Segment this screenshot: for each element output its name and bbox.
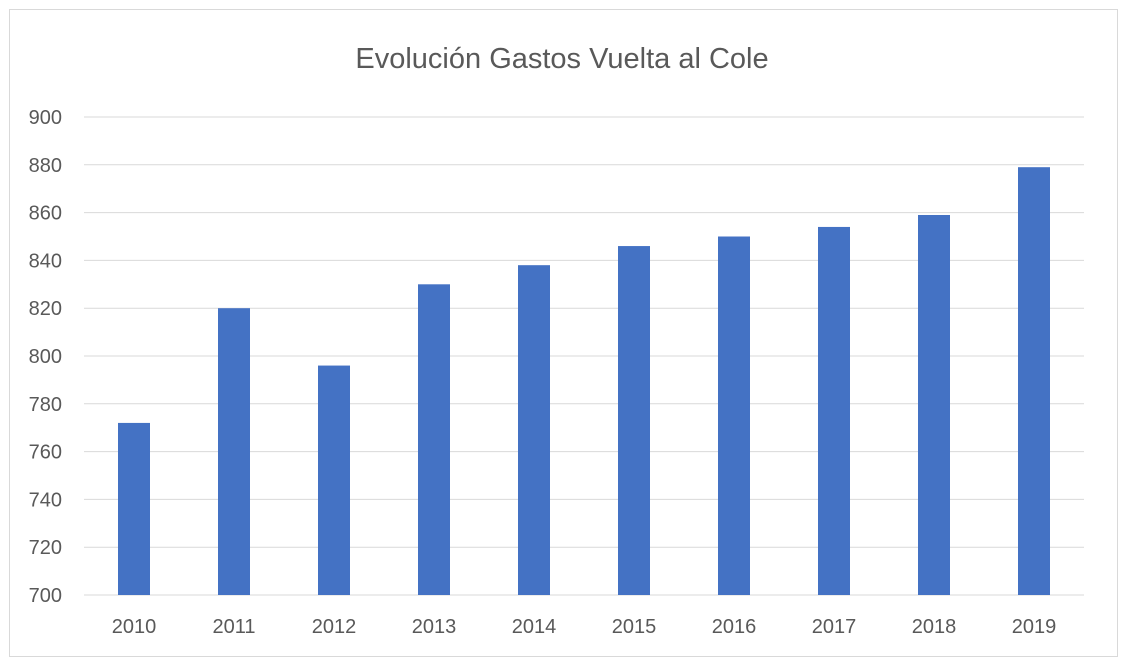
bar-2014 (518, 265, 550, 595)
x-tick-label: 2015 (612, 616, 657, 638)
bar-2012 (318, 365, 350, 595)
y-tick-label: 860 (29, 203, 62, 225)
bars (118, 167, 1050, 596)
y-axis-ticks: 700 720 740 760 780 800 820 840 860 880 900 (29, 107, 62, 607)
y-tick-label: 900 (29, 107, 62, 129)
bar-2010 (118, 422, 150, 595)
y-tick-label: 720 (29, 537, 62, 559)
x-tick-label: 2017 (812, 616, 857, 638)
x-tick-label: 2016 (712, 616, 757, 638)
bar-2015 (618, 246, 650, 595)
bar-2011 (218, 308, 250, 595)
bar-2016 (718, 236, 750, 595)
y-tick-label: 800 (29, 346, 62, 368)
y-tick-label: 880 (29, 155, 62, 177)
y-tick-label: 760 (29, 442, 62, 464)
gridlines (84, 116, 1084, 596)
x-tick-label: 2018 (912, 616, 957, 638)
y-tick-label: 740 (29, 489, 62, 511)
y-tick-label: 840 (29, 250, 62, 272)
x-tick-label: 2014 (512, 616, 557, 638)
x-tick-label: 2010 (112, 616, 157, 638)
x-axis-ticks: 2010 2011 2012 2013 2014 2015 2016 2017 2018 2019 (112, 616, 1057, 638)
bar-2018 (918, 214, 950, 596)
bar-2013 (418, 284, 450, 595)
y-tick-label: 820 (29, 298, 62, 320)
x-tick-label: 2012 (312, 616, 357, 638)
chart-title: Evolución Gastos Vuelta al Cole (355, 43, 768, 75)
x-tick-label: 2011 (212, 616, 255, 638)
bar-2017 (818, 226, 850, 595)
x-tick-label: 2013 (412, 616, 457, 638)
y-tick-label: 780 (29, 394, 62, 416)
bar-2019 (1018, 167, 1050, 595)
x-tick-label: 2019 (1012, 616, 1057, 638)
y-tick-label: 700 (29, 585, 62, 607)
